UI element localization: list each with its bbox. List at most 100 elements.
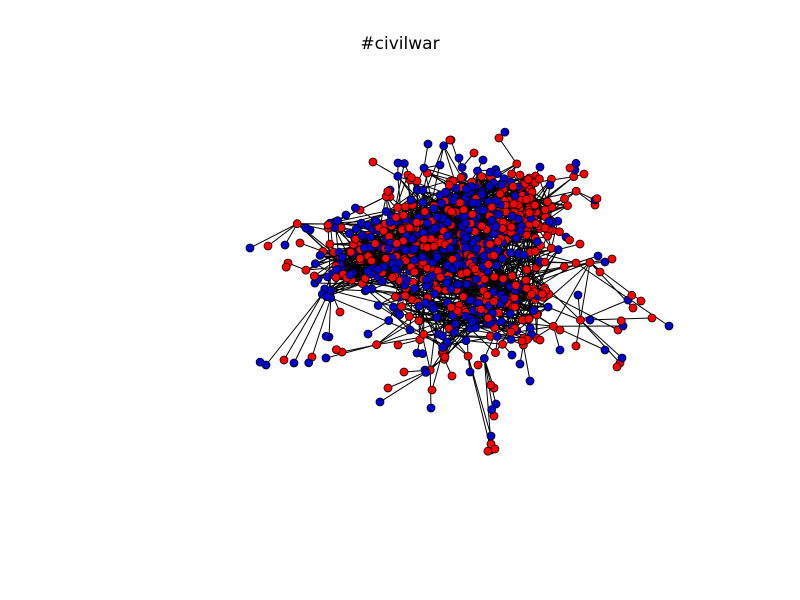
graph-node bbox=[565, 235, 574, 245]
graph-node bbox=[315, 250, 325, 260]
graph-node bbox=[447, 371, 457, 381]
graph-node bbox=[507, 169, 517, 179]
graph-node bbox=[543, 302, 553, 312]
graph-node bbox=[432, 312, 442, 322]
graph-node bbox=[467, 317, 477, 327]
graph-node bbox=[355, 254, 365, 263]
graph-node bbox=[496, 317, 506, 327]
graph-edge bbox=[495, 249, 559, 353]
graph-node bbox=[560, 194, 569, 204]
graph-node bbox=[517, 336, 527, 346]
graph-node bbox=[281, 262, 291, 272]
graph-node bbox=[465, 367, 475, 377]
graph-node bbox=[575, 239, 585, 249]
graph-node bbox=[467, 209, 477, 219]
graph-node bbox=[465, 295, 475, 305]
graph-node bbox=[510, 293, 519, 303]
graph-node bbox=[600, 345, 610, 355]
graph-node bbox=[383, 186, 393, 196]
graph-node bbox=[422, 218, 432, 228]
graph-node bbox=[430, 289, 440, 299]
graph-edge bbox=[483, 358, 492, 445]
graph-node bbox=[480, 274, 490, 284]
graph-node bbox=[495, 189, 505, 199]
graph-node bbox=[372, 340, 382, 350]
graph-node bbox=[442, 231, 452, 241]
graph-node bbox=[363, 329, 373, 339]
graph-node bbox=[565, 163, 575, 173]
graph-node bbox=[553, 245, 563, 255]
graph-node bbox=[383, 243, 393, 253]
graph-node bbox=[459, 205, 469, 215]
graph-node bbox=[494, 133, 504, 143]
graph-node bbox=[535, 174, 544, 184]
graph-node bbox=[489, 297, 499, 306]
graph-node bbox=[435, 160, 445, 170]
graph-node bbox=[301, 223, 311, 233]
graph-node bbox=[395, 310, 405, 320]
graph-node bbox=[422, 275, 431, 285]
graph-node bbox=[522, 283, 531, 293]
graph-node bbox=[446, 284, 456, 294]
graph-node bbox=[493, 237, 503, 246]
graph-node bbox=[585, 258, 595, 267]
graph-node bbox=[345, 229, 355, 239]
graph-node bbox=[456, 173, 466, 183]
graph-edge bbox=[414, 288, 425, 335]
graph-node bbox=[476, 304, 486, 314]
graph-edge bbox=[538, 205, 568, 227]
graph-node bbox=[373, 301, 383, 310]
graph-node bbox=[522, 265, 532, 275]
graph-node bbox=[530, 200, 540, 210]
graph-node bbox=[664, 321, 674, 331]
graph-node bbox=[545, 180, 555, 190]
graph-node bbox=[491, 261, 501, 271]
graph-node bbox=[455, 198, 465, 208]
graph-node bbox=[491, 196, 501, 206]
graph-node bbox=[559, 262, 569, 272]
graph-node bbox=[379, 226, 389, 236]
graph-node bbox=[427, 385, 437, 395]
graph-node bbox=[409, 255, 419, 265]
graph-node bbox=[323, 220, 333, 230]
graph-node bbox=[612, 362, 622, 372]
graph-node bbox=[432, 212, 442, 222]
graph-node bbox=[418, 185, 428, 195]
graph-node bbox=[446, 302, 456, 312]
graph-node bbox=[400, 245, 410, 255]
graph-node bbox=[515, 170, 525, 180]
graph-node bbox=[292, 219, 302, 229]
graph-node bbox=[441, 187, 451, 197]
node-layer bbox=[245, 127, 674, 456]
graph-node bbox=[512, 233, 521, 243]
graph-node bbox=[463, 351, 473, 361]
graph-node bbox=[529, 306, 539, 316]
graph-node bbox=[571, 158, 581, 168]
graph-node bbox=[617, 353, 627, 363]
graph-node bbox=[399, 210, 409, 220]
graph-node bbox=[301, 265, 311, 275]
graph-node bbox=[483, 313, 493, 323]
graph-node bbox=[571, 341, 581, 351]
graph-edge bbox=[548, 293, 619, 331]
graph-node bbox=[478, 155, 488, 165]
graph-node bbox=[555, 325, 565, 335]
graph-node bbox=[412, 217, 422, 227]
graph-edge bbox=[550, 220, 559, 249]
graph-node bbox=[365, 232, 375, 242]
graph-edge bbox=[249, 223, 298, 249]
graph-node bbox=[555, 227, 564, 237]
graph-node bbox=[367, 256, 376, 266]
graph-edge bbox=[265, 293, 323, 366]
graph-node bbox=[491, 348, 500, 358]
graph-node bbox=[499, 294, 509, 304]
graph-node bbox=[600, 257, 610, 267]
graph-node bbox=[473, 360, 483, 370]
graph-node bbox=[417, 252, 427, 262]
graph-node bbox=[384, 316, 394, 326]
graph-node bbox=[309, 271, 319, 281]
graph-node bbox=[419, 234, 429, 244]
graph-node bbox=[430, 223, 440, 233]
graph-node bbox=[471, 244, 481, 254]
graph-node bbox=[304, 358, 314, 368]
